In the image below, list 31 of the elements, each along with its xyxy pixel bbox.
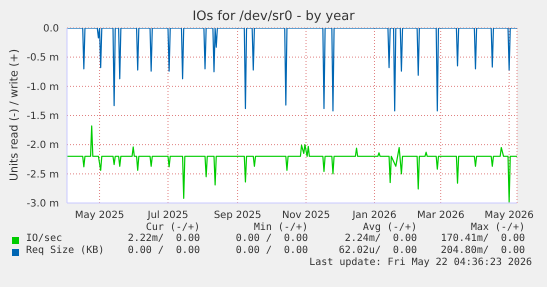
- text: 170.41m/ 0.00: [440, 233, 525, 244]
- text: Min (-/+): [254, 222, 308, 233]
- text: Avg (-/+): [362, 222, 417, 233]
- y-tick-label: -3.0 m: [26, 198, 59, 210]
- x-tick-label: Sep 2025: [214, 210, 262, 222]
- y-tick-label: -2.5 m: [26, 169, 59, 180]
- y-tick-label: -2.0 m: [26, 140, 59, 152]
- text: Last update: Fri May 22 04:36:23 2026: [309, 257, 532, 268]
- text: 2.22m/ 0.00: [128, 233, 200, 244]
- text: 204.80m/ 0.00: [440, 245, 525, 256]
- legend-label: IO/sec: [26, 233, 62, 244]
- x-tick-label: Jan 2026: [351, 210, 397, 222]
- y-tick-label: -0.5 m: [26, 52, 59, 64]
- y-tick-label: 0.0: [43, 24, 59, 35]
- y-axis-title: Units read (-) / write (+): [8, 48, 20, 182]
- x-tick-label: May 2026: [484, 210, 534, 222]
- text: Cur (-/+): [146, 222, 200, 233]
- chart-title: IOs for /dev/sr0 - by year: [191, 9, 356, 24]
- x-tick-label: Nov 2025: [282, 210, 330, 222]
- text: 0.00 / 0.00: [128, 245, 200, 256]
- text: 0.00 / 0.00: [236, 245, 308, 256]
- x-tick-label: Mar 2026: [416, 210, 464, 222]
- x-tick-label: Jul 2025: [146, 210, 188, 222]
- text: 2.24m/ 0.00: [344, 233, 417, 244]
- legend-label: Req Size (KB): [26, 245, 104, 256]
- y-tick-label: -1.0 m: [26, 82, 59, 93]
- text: 0.00 / 0.00: [236, 233, 308, 244]
- text: Max (-/+): [470, 222, 525, 233]
- text: 62.02u/ 0.00: [338, 245, 417, 256]
- y-tick-label: -1.5 m: [26, 111, 59, 122]
- x-tick-label: May 2025: [74, 210, 124, 222]
